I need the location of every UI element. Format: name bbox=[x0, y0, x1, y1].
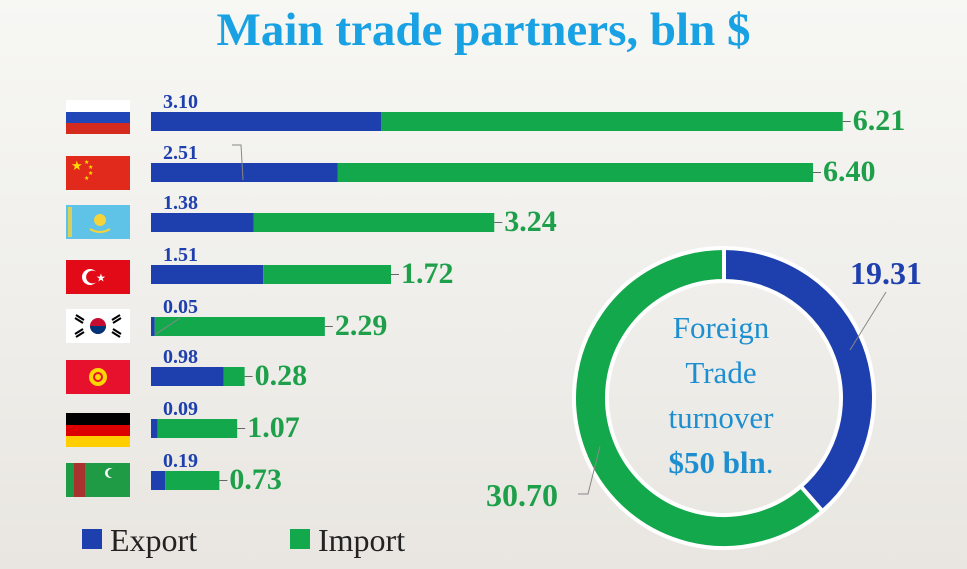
bar-export-4 bbox=[151, 317, 155, 336]
import-label-6: 1.07 bbox=[247, 411, 299, 444]
bar-export-5 bbox=[151, 367, 224, 386]
donut-slice-import bbox=[572, 245, 826, 550]
svg-text:★: ★ bbox=[71, 159, 83, 174]
center-line-1: Foreign bbox=[672, 310, 770, 345]
legend-import-label: Import bbox=[318, 522, 406, 558]
south-korea-flag-icon bbox=[66, 309, 130, 343]
import-label-1: 6.40 bbox=[823, 155, 876, 188]
legend-export-label: Export bbox=[110, 522, 198, 558]
donut-chart: 19.31 30.70 bbox=[486, 245, 922, 550]
bar-import-7 bbox=[165, 471, 220, 490]
donut-label-export: 19.31 bbox=[850, 255, 922, 291]
legend-import-swatch bbox=[290, 529, 310, 549]
russia-flag-icon bbox=[66, 100, 130, 134]
export-leader-1 bbox=[232, 144, 244, 181]
bar-export-6 bbox=[151, 419, 158, 438]
svg-text:★: ★ bbox=[88, 170, 93, 177]
import-label-7: 0.73 bbox=[229, 463, 282, 496]
export-leader-4 bbox=[155, 317, 181, 335]
donut-center-text: Foreign Trade turnover $50 bln. bbox=[626, 305, 816, 485]
legend-import: Import bbox=[290, 522, 405, 559]
turkmenistan-flag-icon bbox=[66, 463, 130, 497]
germany-flag-icon bbox=[66, 413, 130, 447]
bar-export-3 bbox=[151, 265, 264, 284]
center-line-3: turnover bbox=[668, 400, 774, 435]
center-value: $50 bln bbox=[668, 445, 766, 480]
export-label-7: 0.19 bbox=[163, 450, 198, 472]
donut-leader-export bbox=[849, 291, 887, 351]
import-label-2: 3.24 bbox=[504, 205, 557, 238]
center-suffix: . bbox=[765, 445, 774, 480]
export-label-4: 0.05 bbox=[163, 296, 198, 318]
bar-import-0 bbox=[381, 112, 843, 131]
bar-import-4 bbox=[154, 317, 325, 336]
bar-chart: 6.21 3.10 6.40 2.51 3.24 1.38 1.72 1.51 2.29 0.05… bbox=[151, 91, 905, 496]
bar-export-1 bbox=[151, 163, 338, 182]
bar-import-2 bbox=[253, 213, 495, 232]
svg-text:★: ★ bbox=[88, 164, 93, 171]
bar-import-1 bbox=[337, 163, 814, 182]
export-label-6: 0.09 bbox=[163, 398, 198, 420]
import-label-4: 2.29 bbox=[335, 309, 388, 342]
export-label-5: 0.98 bbox=[163, 346, 198, 368]
import-label-5: 0.28 bbox=[255, 359, 307, 392]
import-label-0: 6.21 bbox=[853, 104, 906, 137]
bar-import-5 bbox=[223, 367, 245, 386]
svg-text:★: ★ bbox=[84, 159, 89, 166]
donut-leader-import bbox=[578, 445, 601, 495]
bar-import-3 bbox=[263, 265, 391, 284]
bar-import-6 bbox=[157, 419, 238, 438]
svg-text:★: ★ bbox=[96, 272, 106, 285]
bar-export-7 bbox=[151, 471, 166, 490]
turkey-flag-icon: ★ bbox=[66, 260, 130, 294]
legend-export-swatch bbox=[82, 529, 102, 549]
page-title: Main trade partners, bln $ bbox=[216, 4, 751, 56]
china-flag-icon: ★ ★ ★ ★ ★ bbox=[66, 156, 130, 190]
export-label-1: 2.51 bbox=[163, 142, 198, 164]
svg-text:★: ★ bbox=[84, 175, 89, 182]
kyrgyzstan-flag-icon bbox=[66, 360, 130, 394]
donut-label-import: 30.70 bbox=[486, 477, 558, 513]
kazakhstan-flag-icon bbox=[66, 205, 130, 239]
import-label-3: 1.72 bbox=[401, 257, 454, 290]
country-flags: ★ ★ ★ ★ ★ ★ bbox=[66, 100, 130, 497]
bar-export-0 bbox=[151, 112, 382, 131]
bar-export-2 bbox=[151, 213, 254, 232]
export-label-3: 1.51 bbox=[163, 244, 198, 266]
export-label-2: 1.38 bbox=[163, 192, 198, 214]
center-line-2: Trade bbox=[685, 355, 757, 390]
export-label-0: 3.10 bbox=[163, 91, 198, 113]
legend-export: Export bbox=[82, 522, 197, 559]
